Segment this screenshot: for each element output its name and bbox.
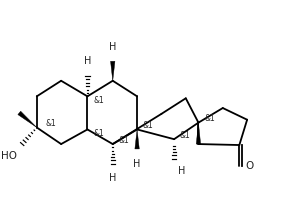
Text: H: H [109, 173, 116, 183]
Text: &1: &1 [46, 119, 56, 128]
Text: HO: HO [1, 151, 17, 161]
Text: &1: &1 [118, 136, 129, 145]
Text: O: O [245, 162, 253, 171]
Polygon shape [111, 61, 115, 81]
Text: H: H [134, 159, 141, 169]
Polygon shape [196, 123, 201, 144]
Text: &1: &1 [143, 121, 154, 130]
Text: H: H [84, 56, 91, 66]
Text: H: H [178, 167, 185, 176]
Polygon shape [18, 111, 37, 128]
Text: &1: &1 [93, 96, 104, 105]
Polygon shape [135, 129, 139, 149]
Text: &1: &1 [180, 131, 191, 140]
Text: H: H [109, 42, 116, 51]
Text: &1: &1 [204, 114, 215, 123]
Text: &1: &1 [93, 129, 104, 138]
